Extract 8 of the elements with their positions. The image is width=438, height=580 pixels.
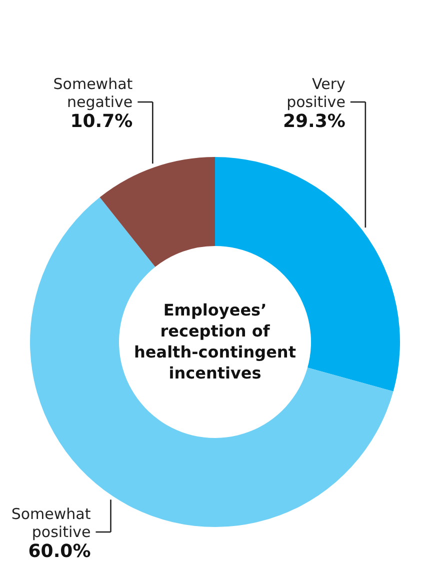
- text: Employees’ reception of health-contingent incentives: [134, 300, 296, 382]
- data-label: 60.0%: [28, 541, 91, 562]
- slice-label: Somewhat negative: [53, 75, 133, 111]
- data-label: 10.7%: [70, 111, 133, 132]
- slice-label: Very positive: [286, 75, 346, 111]
- data-label: 29.3%: [282, 111, 346, 132]
- slice-label: Somewhat positive: [11, 505, 91, 541]
- donut-slice: [100, 157, 215, 267]
